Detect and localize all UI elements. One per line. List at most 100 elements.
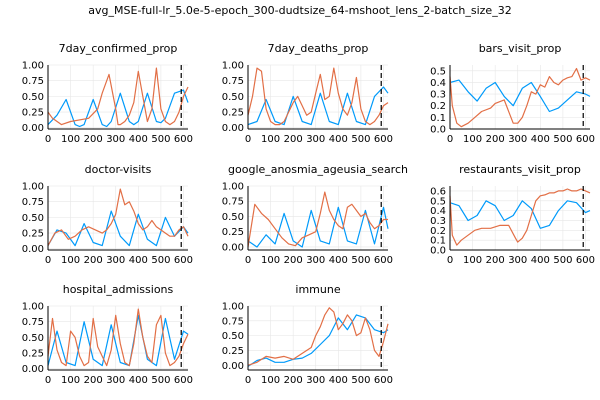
y-tick-label: 1.00 <box>22 302 44 313</box>
x-tick-label: 100 <box>61 255 80 266</box>
x-tick-label: 0 <box>245 134 251 145</box>
x-tick-label: 300 <box>106 134 125 145</box>
subplot-title: immune <box>295 283 340 296</box>
x-tick-label: 200 <box>84 375 103 386</box>
series-line-1 <box>449 79 591 113</box>
y-tick-label: 0.00 <box>22 244 44 255</box>
y-tick-label: 0.00 <box>22 123 44 134</box>
y-tick-label: 0.00 <box>222 361 244 372</box>
subplot-title: hospital_admissions <box>63 283 174 296</box>
series-line-1 <box>247 206 389 248</box>
x-tick-label: 600 <box>576 134 595 145</box>
x-tick-label: 0 <box>447 255 453 266</box>
series-line-2 <box>47 67 189 126</box>
y-tick-label: 0.50 <box>22 213 44 224</box>
y-tick-label: 0.00 <box>222 242 244 253</box>
y-tick-label: 0.1 <box>430 113 446 124</box>
series-line-2 <box>247 307 389 366</box>
y-tick-label: 1.00 <box>22 182 44 193</box>
x-tick-label: 600 <box>374 134 393 145</box>
x-tick-label: 200 <box>84 255 103 266</box>
x-tick-label: 400 <box>329 375 348 386</box>
subplot-4: 0.00 0.25 0.50 0.75 1.00 0 100 200 300 400 500 600 d… <box>22 163 193 266</box>
x-tick-label: 600 <box>174 375 193 386</box>
y-tick-label: 0.75 <box>222 76 244 87</box>
y-tick-label: 0.25 <box>222 227 244 238</box>
x-tick-label: 600 <box>174 134 193 145</box>
x-tick-label: 300 <box>306 375 325 386</box>
subplot-6: 0.00.10.20.30.40.50.6 0 100 200 300 400 500 600… <box>430 163 595 266</box>
x-tick-label: 500 <box>351 255 370 266</box>
x-tick-label: 500 <box>553 134 572 145</box>
x-tick-label: 300 <box>306 134 325 145</box>
y-tick-label: 0.0 <box>430 125 446 136</box>
x-tick-label: 300 <box>508 255 527 266</box>
y-tick-label: 0.75 <box>222 197 244 208</box>
x-tick-label: 400 <box>531 134 550 145</box>
subplot-2: 0.00 0.25 0.50 0.75 1.00 0 100 200 300 400 500 600 7… <box>222 42 393 145</box>
y-tick-label: 0.50 <box>22 92 44 103</box>
x-tick-label: 100 <box>463 134 482 145</box>
y-tick-label: 0.25 <box>22 229 44 240</box>
series-line-1 <box>47 314 189 367</box>
x-tick-label: 500 <box>151 134 170 145</box>
series-line-1 <box>47 210 189 247</box>
y-tick-label: 0.4 <box>430 206 446 217</box>
series-line-1 <box>247 314 389 367</box>
series-line-2 <box>47 308 189 367</box>
figure-title: avg_MSE-full-lr_5.0e-5-epoch_300-dudtsiz… <box>88 4 511 17</box>
x-tick-label: 0 <box>45 134 51 145</box>
x-tick-label: 0 <box>245 255 251 266</box>
x-tick-label: 300 <box>106 255 125 266</box>
y-tick-label: 0.3 <box>430 216 446 227</box>
subplot-1: 0.00 0.25 0.50 0.75 1.00 0 100 200 300 400 500 600 7… <box>22 42 193 145</box>
x-tick-label: 0 <box>245 375 251 386</box>
x-tick-label: 500 <box>351 134 370 145</box>
x-tick-label: 200 <box>486 134 505 145</box>
y-tick-label: 0.0 <box>430 246 446 257</box>
y-tick-label: 0.2 <box>430 101 446 112</box>
y-tick-label: 0.5 <box>430 66 446 77</box>
y-tick-label: 0.25 <box>22 108 44 119</box>
y-tick-label: 0.25 <box>222 346 244 357</box>
subplot-5: 0.00 0.25 0.50 0.75 1.00 0 100 200 300 400 500 600 g… <box>222 163 408 266</box>
series-line-1 <box>247 86 389 126</box>
series-line-2 <box>449 67 591 128</box>
x-tick-label: 400 <box>129 255 148 266</box>
x-tick-label: 100 <box>261 255 280 266</box>
subplot-title: bars_visit_prop <box>479 42 562 55</box>
y-tick-label: 0.00 <box>222 123 244 134</box>
x-tick-label: 200 <box>284 134 303 145</box>
y-tick-label: 0.50 <box>22 333 44 344</box>
y-tick-label: 0.50 <box>222 92 244 103</box>
y-tick-label: 1.00 <box>22 61 44 72</box>
series-line-2 <box>47 188 189 246</box>
y-tick-label: 0.75 <box>22 76 44 87</box>
x-tick-label: 200 <box>486 255 505 266</box>
x-tick-label: 400 <box>129 375 148 386</box>
series-line-1 <box>47 89 189 128</box>
x-tick-label: 400 <box>329 255 348 266</box>
x-tick-label: 600 <box>374 375 393 386</box>
x-tick-label: 500 <box>351 375 370 386</box>
x-tick-label: 100 <box>261 134 280 145</box>
y-tick-label: 1.00 <box>222 61 244 72</box>
y-tick-label: 0.50 <box>222 212 244 223</box>
x-tick-label: 100 <box>61 134 80 145</box>
x-tick-label: 0 <box>45 255 51 266</box>
y-tick-label: 1.00 <box>222 302 244 313</box>
y-tick-label: 0.50 <box>222 331 244 342</box>
x-tick-label: 400 <box>531 255 550 266</box>
y-tick-label: 0.6 <box>430 186 446 197</box>
series-line-2 <box>449 188 591 246</box>
x-tick-label: 600 <box>374 255 393 266</box>
y-tick-label: 0.75 <box>22 197 44 208</box>
x-tick-label: 400 <box>129 134 148 145</box>
y-tick-label: 1.00 <box>222 182 244 193</box>
series-line-2 <box>247 191 388 248</box>
y-tick-label: 0.1 <box>430 236 446 247</box>
subplot-8: 0.00 0.25 0.50 0.75 1.00 0 100 200 300 400 500 600 i… <box>222 283 393 386</box>
x-tick-label: 200 <box>284 375 303 386</box>
series-line-2 <box>247 67 389 126</box>
